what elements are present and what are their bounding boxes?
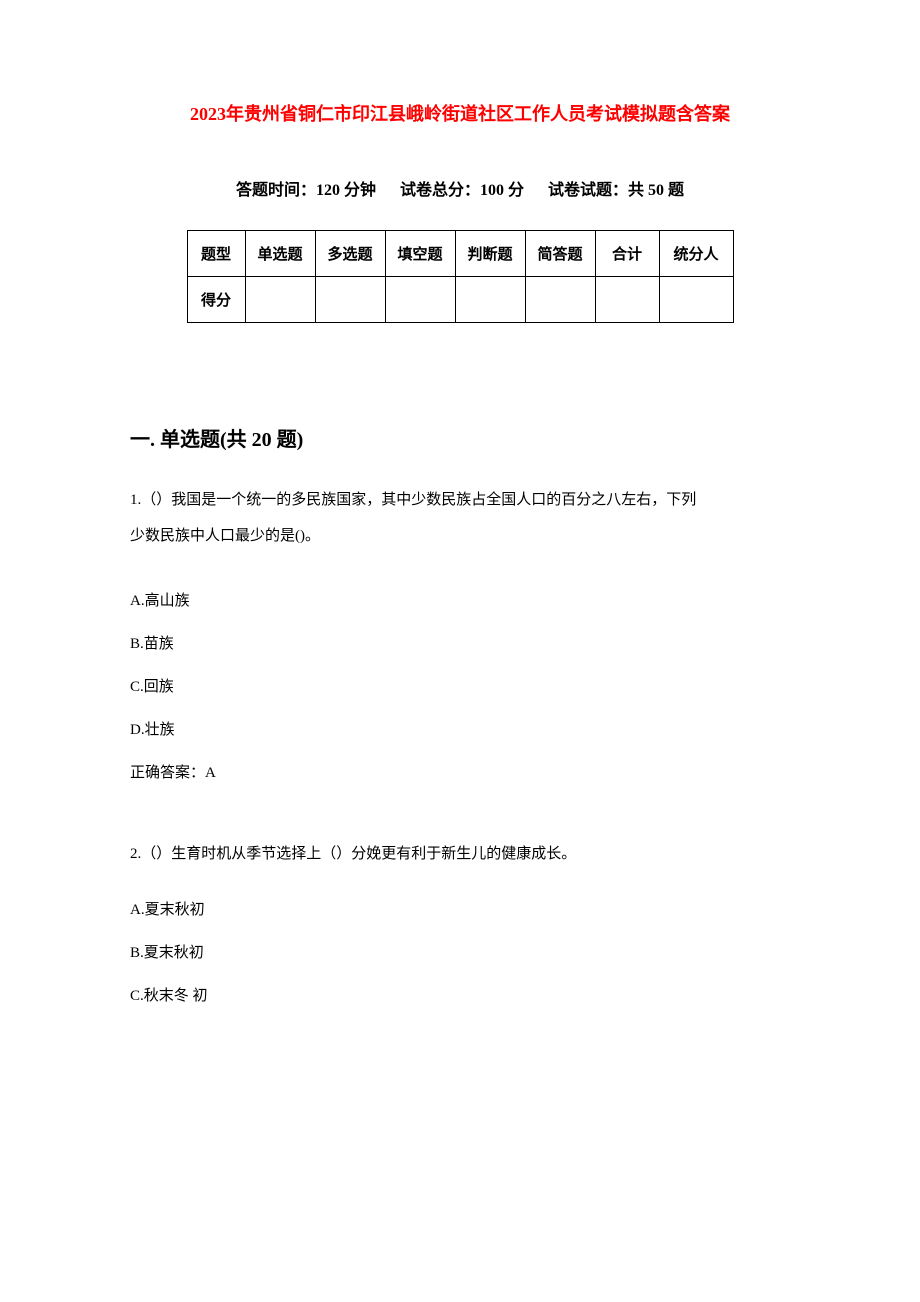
q2-option-b: B.夏末秋初	[130, 941, 790, 962]
exam-count: 试卷试题：共 50 题	[548, 182, 684, 199]
empty-cell	[245, 277, 315, 323]
q2-option-c: C.秋末冬 初	[130, 984, 790, 1005]
exam-info: 答题时间：120 分钟 试卷总分：100 分 试卷试题：共 50 题	[130, 176, 790, 200]
header-cell: 填空题	[385, 231, 455, 277]
empty-cell	[659, 277, 733, 323]
empty-cell	[385, 277, 455, 323]
header-cell: 简答题	[525, 231, 595, 277]
exam-score: 试卷总分：100 分	[400, 182, 524, 199]
q1-option-c: C.回族	[130, 675, 790, 696]
section-heading: 一. 单选题(共 20 题)	[130, 423, 790, 452]
question-2-text: 2.（）生育时机从季节选择上（）分娩更有利于新生儿的健康成长。	[130, 842, 790, 863]
header-cell: 多选题	[315, 231, 385, 277]
empty-cell	[525, 277, 595, 323]
row-label-cell: 得分	[187, 277, 245, 323]
q1-line1: 1.（）我国是一个统一的多民族国家，其中少数民族占全国人口的百分之八左右，下列	[130, 482, 790, 518]
header-cell: 合计	[595, 231, 659, 277]
question-1-text: 1.（）我国是一个统一的多民族国家，其中少数民族占全国人口的百分之八左右，下列 …	[130, 482, 790, 554]
title-year: 2023	[190, 104, 226, 124]
empty-cell	[595, 277, 659, 323]
score-table: 题型 单选题 多选题 填空题 判断题 简答题 合计 统分人 得分	[187, 230, 734, 323]
q2-option-a: A.夏末秋初	[130, 898, 790, 919]
document-title: 2023年贵州省铜仁市印江县峨岭街道社区工作人员考试模拟题含答案	[130, 100, 790, 126]
q1-answer: 正确答案：A	[130, 761, 790, 782]
empty-cell	[455, 277, 525, 323]
header-cell: 题型	[187, 231, 245, 277]
title-text: 年贵州省铜仁市印江县峨岭街道社区工作人员考试模拟题含答案	[226, 104, 730, 124]
table-row: 题型 单选题 多选题 填空题 判断题 简答题 合计 统分人	[187, 231, 733, 277]
table-row: 得分	[187, 277, 733, 323]
q1-option-d: D.壮族	[130, 718, 790, 739]
header-cell: 单选题	[245, 231, 315, 277]
header-cell: 判断题	[455, 231, 525, 277]
q1-option-b: B.苗族	[130, 632, 790, 653]
q1-option-a: A.高山族	[130, 589, 790, 610]
empty-cell	[315, 277, 385, 323]
exam-time: 答题时间：120 分钟	[236, 182, 376, 199]
q1-line2: 少数民族中人口最少的是()。	[130, 518, 790, 554]
header-cell: 统分人	[659, 231, 733, 277]
